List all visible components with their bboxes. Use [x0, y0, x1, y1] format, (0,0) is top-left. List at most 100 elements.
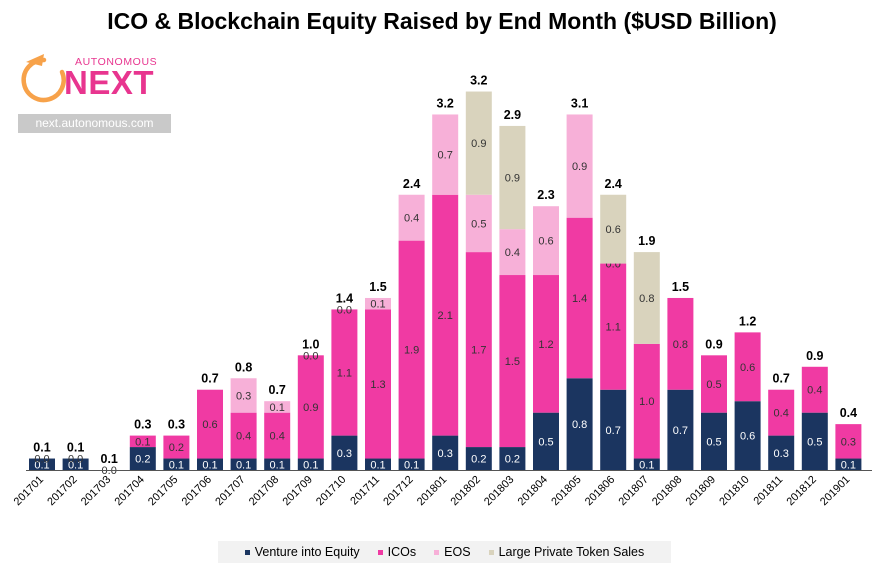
data-label: 1.7	[471, 345, 486, 357]
x-tick-label: 201707	[213, 474, 247, 508]
legend-item-venture: Venture into Equity	[244, 545, 360, 559]
data-label: 0.1	[639, 459, 654, 471]
data-label: 0.1	[135, 436, 150, 448]
x-tick-label: 201811	[751, 474, 785, 508]
total-label: 0.9	[806, 349, 823, 363]
legend-label-eos: EOS	[444, 545, 471, 559]
bar-segment	[499, 275, 526, 448]
bar-segment	[432, 435, 459, 470]
legend-swatch-venture	[244, 549, 250, 555]
data-label: 1.4	[572, 293, 587, 305]
total-label: 0.9	[705, 337, 722, 351]
total-label: 0.8	[235, 360, 252, 374]
total-label: 3.2	[470, 74, 487, 88]
total-label: 0.7	[201, 372, 218, 386]
data-label: 0.8	[572, 419, 587, 431]
bar-segment	[600, 194, 627, 264]
bar-segment	[465, 194, 492, 253]
data-label: 0.2	[505, 454, 520, 466]
bar-segment	[398, 458, 425, 470]
data-label: 0.0	[303, 350, 318, 362]
legend-swatch-eos	[434, 549, 440, 555]
bar-segment	[230, 412, 257, 459]
data-label: 1.2	[538, 339, 553, 351]
total-label: 1.5	[672, 280, 689, 294]
total-label: 2.4	[605, 177, 622, 191]
data-label: 1.5	[505, 356, 520, 368]
data-label: 0.6	[202, 419, 217, 431]
circular-arrow-logo-icon	[21, 54, 66, 103]
x-tick-label: 201806	[583, 474, 617, 508]
total-label: 0.4	[840, 406, 857, 420]
bar-segment	[667, 297, 694, 390]
bar-segment	[264, 412, 291, 459]
data-label: 0.5	[706, 379, 721, 391]
total-label: 1.0	[302, 337, 319, 351]
legend-item-icos: ICOs	[377, 545, 416, 559]
bar-segment	[264, 458, 291, 470]
data-label: 0.1	[169, 459, 184, 471]
bar-segment	[734, 401, 761, 470]
bar-segment	[297, 458, 324, 470]
total-label: 1.9	[638, 234, 655, 248]
total-label: 0.1	[33, 441, 50, 455]
legend-label-private: Large Private Token Sales	[498, 545, 645, 559]
bar-segment	[398, 194, 425, 241]
x-tick-label: 201901	[818, 474, 852, 508]
bar-segment	[701, 412, 727, 470]
bar-segment	[768, 389, 795, 436]
data-label: 0.4	[505, 247, 520, 259]
bar-segment	[566, 378, 593, 470]
data-label: 0.8	[639, 293, 654, 305]
total-label: 3.2	[437, 96, 454, 110]
data-label: 0.1	[34, 459, 49, 471]
bar-segment	[566, 217, 593, 379]
data-label: 0.4	[404, 213, 419, 225]
bar-segment	[701, 355, 727, 413]
data-label: 0.3	[236, 390, 251, 402]
data-label: 0.1	[68, 459, 83, 471]
legend-swatch-private	[488, 549, 494, 555]
data-label: 0.0	[68, 454, 83, 466]
bar-segment	[432, 194, 459, 436]
x-tick-label: 201712	[381, 474, 415, 508]
data-label: 0.1	[404, 459, 419, 471]
total-label: 2.9	[504, 108, 521, 122]
bar-segment	[667, 389, 694, 470]
x-tick-label: 201702	[45, 474, 79, 508]
total-label: 1.5	[369, 280, 386, 294]
stacked-bar-chart: 0.10.00.12017010.10.00.12017020.00.00.12…	[12, 74, 872, 508]
data-label: 0.9	[505, 173, 520, 185]
total-label: 0.1	[67, 441, 84, 455]
chart-title: ICO & Blockchain Equity Raised by End Mo…	[107, 8, 777, 34]
x-tick-label: 201805	[549, 474, 583, 508]
bar-segment	[566, 114, 593, 218]
bar-segment	[129, 435, 156, 448]
data-label: 0.6	[606, 224, 621, 236]
bar-segment	[633, 252, 660, 344]
data-label: 1.1	[606, 322, 621, 334]
data-label: 0.1	[202, 459, 217, 471]
bar-segment	[331, 309, 358, 436]
x-tick-label: 201812	[784, 474, 818, 508]
data-label: 0.2	[169, 442, 184, 454]
data-label: 0.2	[135, 454, 150, 466]
bar-segment	[499, 229, 526, 276]
x-tick-label: 201802	[448, 474, 482, 508]
bar-segment	[633, 343, 660, 459]
data-label: 0.5	[807, 436, 822, 448]
data-label: 0.1	[236, 459, 251, 471]
total-label: 0.3	[134, 418, 151, 432]
data-label: 1.0	[639, 396, 654, 408]
bar-segment	[197, 389, 223, 459]
data-label: 1.9	[404, 345, 419, 357]
bar-segment	[801, 366, 828, 413]
data-label: 0.9	[471, 138, 486, 150]
bar-segment	[197, 458, 223, 470]
x-tick-label: 201709	[280, 474, 314, 508]
legend-item-private: Large Private Token Sales	[488, 545, 645, 559]
x-tick-label: 201701	[12, 474, 46, 508]
x-tick-label: 201710	[314, 474, 348, 508]
data-label: 0.4	[807, 385, 822, 397]
bar-segment	[533, 275, 559, 413]
